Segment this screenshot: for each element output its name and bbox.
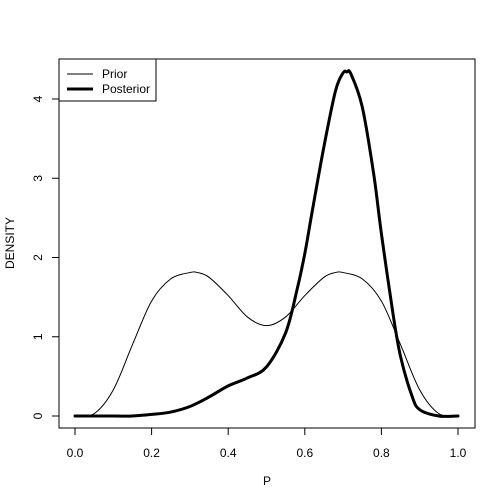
x-axis: 0.0 0.2 0.4 0.6 0.8 1.0 [67, 427, 467, 460]
prior-density-line [74, 271, 459, 417]
series-layer [73, 69, 460, 418]
y-tick-label: 1 [31, 333, 45, 340]
x-tick-label: 0.0 [67, 446, 84, 460]
posterior-density-line [73, 69, 460, 418]
y-tick-label: 4 [31, 95, 45, 102]
y-axis: 0 1 2 3 4 [31, 95, 60, 419]
x-tick-label: 0.6 [296, 446, 313, 460]
x-tick-label: 0.2 [143, 446, 160, 460]
legend: Prior Posterior [58, 58, 157, 102]
y-tick-label: 3 [31, 175, 45, 182]
legend-prior-label: Prior [102, 67, 127, 81]
legend-box [58, 58, 157, 102]
x-axis-label: P [263, 474, 271, 488]
x-tick-label: 0.8 [373, 446, 390, 460]
y-axis-label: DENSITY [3, 217, 17, 269]
legend-posterior-label: Posterior [102, 82, 150, 96]
x-tick-label: 0.4 [220, 446, 237, 460]
x-tick-label: 1.0 [450, 446, 467, 460]
y-tick-label: 2 [31, 254, 45, 261]
y-tick-label: 0 [31, 412, 45, 419]
